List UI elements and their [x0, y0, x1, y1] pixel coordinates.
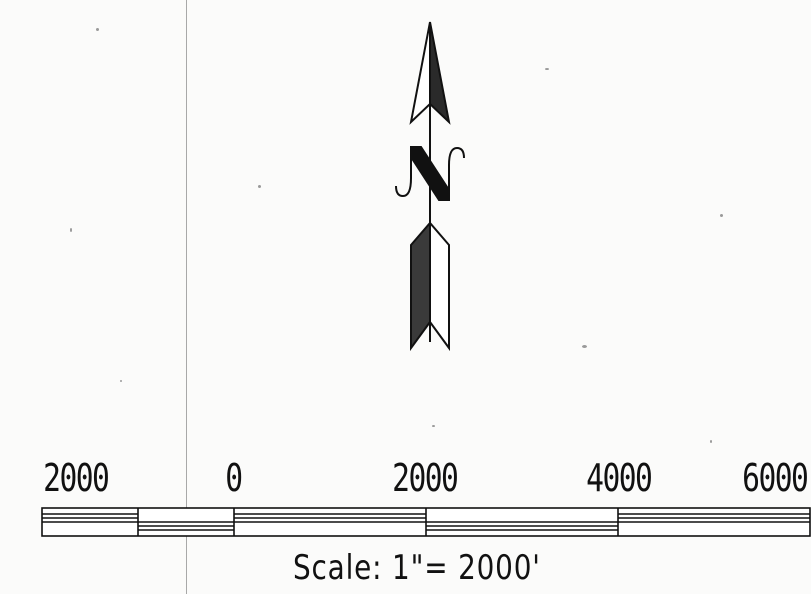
north-arrow-head-left	[409, 21, 431, 125]
paper-speckle	[545, 68, 549, 70]
paper-speckle	[258, 185, 261, 188]
scale-caption: Scale: 1"= 2000'	[293, 548, 541, 588]
north-arrow-head-right	[429, 21, 451, 125]
paper-speckle	[720, 214, 723, 217]
paper-speckle	[120, 380, 122, 382]
scale-tick-label: 2000	[392, 456, 459, 500]
paper-speckle	[96, 28, 99, 31]
paper-fold-line	[186, 0, 187, 594]
scale-tick-label: 6000	[742, 456, 809, 500]
scale-bar-segment	[618, 513, 810, 523]
north-arrow-feather-right	[429, 220, 450, 352]
north-arrow-feather-left	[410, 220, 431, 352]
scale-bar-segment	[234, 513, 426, 523]
scale-bar-segment	[42, 513, 138, 523]
scale-tick-label: 4000	[586, 456, 653, 500]
scale-bar-graphic	[41, 507, 811, 537]
paper-speckle	[710, 440, 712, 443]
scale-tick-label: 0	[225, 456, 243, 500]
paper-speckle	[432, 425, 435, 427]
scale-tick-label: 2000	[43, 456, 110, 500]
paper-speckle	[70, 228, 72, 232]
scale-bar-segment	[138, 521, 234, 531]
scale-bar-segment	[426, 521, 618, 531]
paper-speckle	[582, 345, 587, 348]
north-letter-n	[395, 146, 465, 201]
north-arrow	[409, 21, 451, 352]
